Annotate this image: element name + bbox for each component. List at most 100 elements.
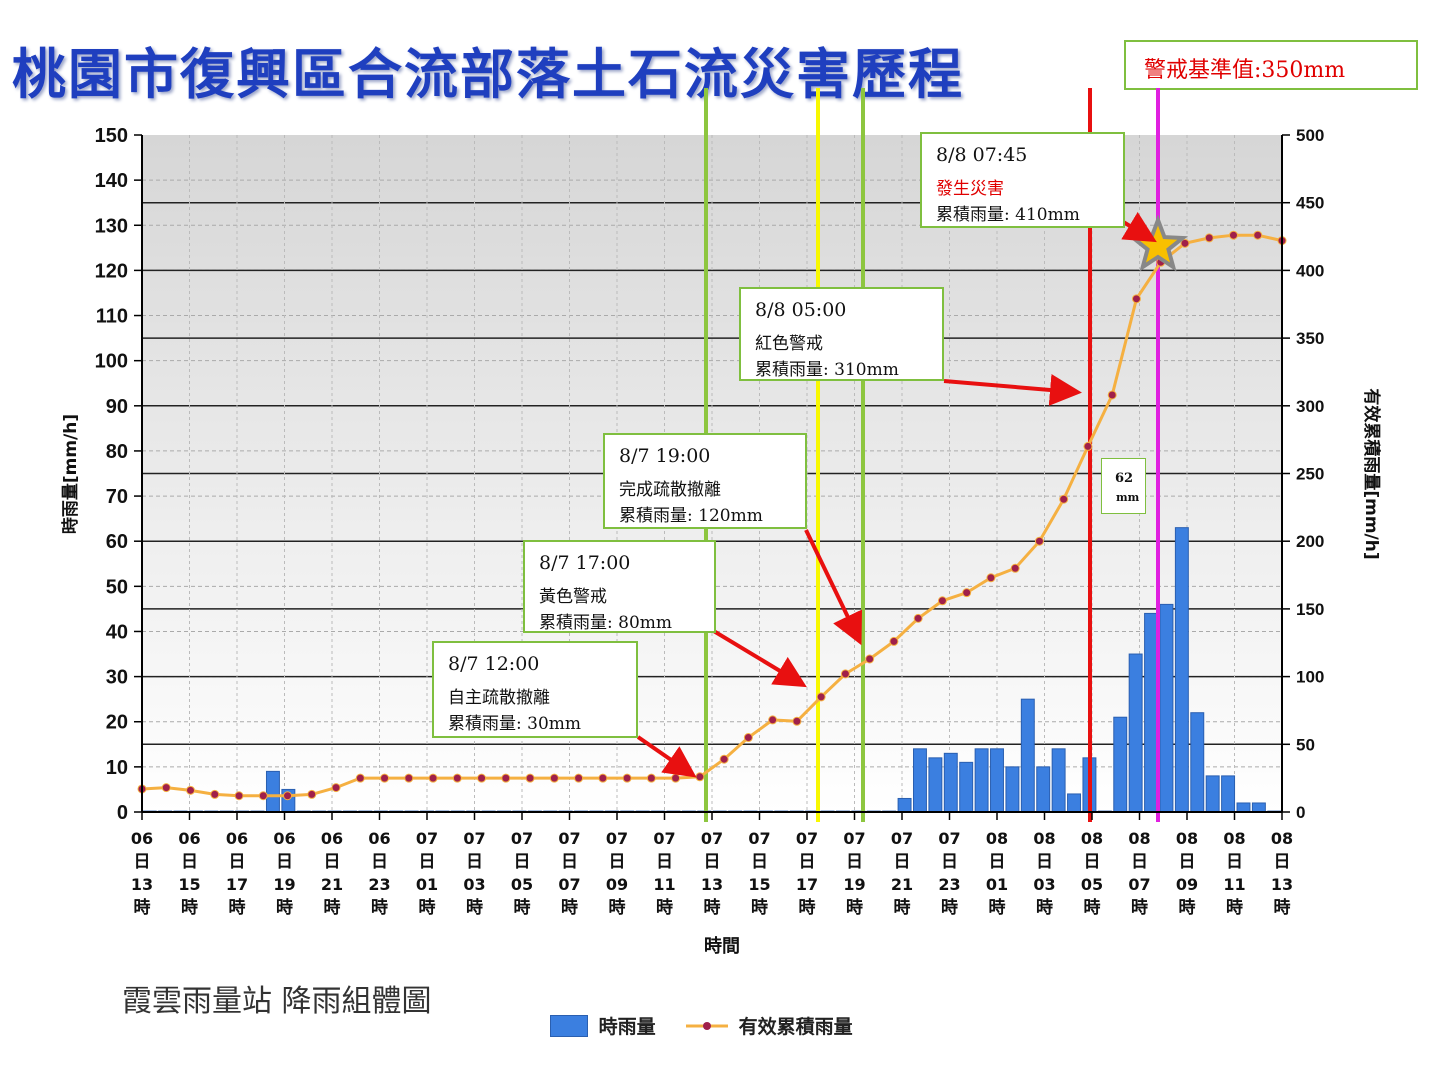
callout-event: 完成疏散撤離 [619, 480, 721, 500]
x-tick-label: 日 [371, 852, 388, 872]
cumulative-rain-point [743, 733, 753, 743]
cumulative-rain-point [1010, 563, 1020, 573]
callout-arrow [804, 529, 863, 646]
cumulative-rain-point [380, 773, 390, 783]
legend-cumulative: 有效累積雨量 [686, 1012, 853, 1039]
legend-hourly: 時雨量 [550, 1012, 656, 1039]
x-tick-label: 07 [653, 829, 675, 848]
cumulative-rain-point [477, 773, 487, 783]
cumulative-rain-point [428, 773, 438, 783]
callout-red-alert: 8/8 05:00 紅色警戒 累積雨量: 310mm [739, 287, 944, 381]
x-tick-label: 時 [514, 897, 531, 918]
x-tick-label: 08 [986, 829, 1008, 848]
warning-threshold-label: 警戒基準值:350mm [1144, 58, 1346, 83]
cumulative-rain-point [1253, 230, 1263, 240]
cumulative-rain-point [1083, 441, 1093, 451]
left-tick-label: 100 [95, 351, 128, 373]
legend-cumulative-label: 有效累積雨量 [738, 1016, 853, 1038]
x-tick-label: 06 [273, 829, 295, 848]
x-tick-label: 07 [558, 829, 580, 848]
left-tick-label: 120 [95, 260, 128, 282]
x-tick-label: 日 [514, 852, 531, 872]
cumulative-rain-point [234, 791, 244, 801]
x-tick-label: 日 [1084, 852, 1101, 872]
x-tick-label: 日 [1131, 852, 1148, 872]
x-tick-label: 時 [229, 897, 246, 918]
x-tick-label: 08 [1081, 829, 1103, 848]
hourly-rain-bar [1190, 712, 1205, 813]
x-tick-label: 日 [799, 852, 816, 872]
left-tick-label: 130 [95, 215, 128, 237]
callout-arrow [943, 374, 1082, 406]
x-tick-label: 時 [181, 897, 198, 918]
x-tick-label: 17 [226, 875, 248, 894]
x-tick-label: 06 [226, 829, 248, 848]
left-tick-label: 0 [117, 802, 128, 824]
left-tick-label: 60 [106, 531, 128, 553]
x-tick-label: 06 [321, 829, 343, 848]
x-tick-label: 07 [891, 829, 913, 848]
right-tick-label: 350 [1296, 329, 1324, 348]
cumulative-rain-point [865, 654, 875, 664]
x-tick-label: 日 [751, 852, 768, 872]
legend-bar-swatch [550, 1014, 588, 1037]
cumulative-rain-point [452, 773, 462, 783]
peak-label-box: 62 mm [1101, 458, 1146, 514]
x-tick-label: 07 [1128, 875, 1150, 894]
hourly-rain-bar [1251, 802, 1266, 813]
x-tick-label: 日 [134, 852, 151, 872]
x-tick-label: 15 [748, 875, 770, 894]
right-axis-title: 有效累積雨量[mm/h] [1361, 388, 1382, 559]
right-tick-label: 100 [1296, 668, 1324, 687]
left-tick-label: 20 [106, 712, 128, 734]
cumulative-rain-point [404, 773, 414, 783]
x-tick-label: 07 [606, 829, 628, 848]
callout-event: 紅色警戒 [755, 334, 823, 354]
hourly-rain-bar [1005, 766, 1020, 813]
x-tick-label: 日 [989, 852, 1006, 872]
callout-time: 8/7 17:00 [539, 552, 631, 574]
hourly-rain-bar [1020, 698, 1035, 813]
left-tick-label: 70 [106, 486, 128, 508]
hourly-rain-bar [897, 797, 912, 813]
x-tick-label: 09 [1176, 875, 1198, 894]
x-tick-label: 時 [799, 897, 816, 918]
x-tick-label: 01 [986, 875, 1008, 894]
x-tick-label: 08 [1271, 829, 1293, 848]
left-tick-label: 140 [95, 170, 128, 192]
x-tick-label: 08 [1176, 829, 1198, 848]
x-tick-label: 23 [938, 875, 960, 894]
left-tick-label: 110 [96, 306, 128, 328]
x-tick-label: 日 [561, 852, 578, 872]
x-tick-label: 21 [891, 875, 913, 894]
x-tick-label: 日 [229, 852, 246, 872]
callout-rain: 累積雨量: 80mm [539, 613, 673, 633]
station-caption: 霞雲雨量站 降雨組體圖 [122, 984, 432, 1019]
left-tick-label: 90 [106, 396, 128, 418]
legend-line-swatch [686, 1021, 728, 1030]
callout-time: 8/7 19:00 [619, 445, 711, 467]
hourly-rain-bar [990, 748, 1004, 813]
right-tick-label: 0 [1296, 803, 1305, 822]
x-tick-label: 07 [558, 875, 580, 894]
x-tick-label: 06 [368, 829, 390, 848]
cumulative-rain-point [210, 789, 220, 799]
x-tick-label: 時 [561, 897, 578, 918]
cumulative-rain-point [355, 773, 365, 783]
x-tick-label: 03 [463, 875, 485, 894]
x-tick-label: 19 [273, 875, 295, 894]
cumulative-rain-point [646, 773, 656, 783]
x-tick-label: 日 [419, 852, 436, 872]
hourly-rain-bar [1144, 612, 1159, 813]
x-tick-label: 日 [276, 852, 293, 872]
callout-rain: 累積雨量: 410mm [936, 205, 1080, 225]
x-tick-label: 08 [1223, 829, 1245, 848]
hourly-rain-bar [1159, 603, 1174, 813]
x-tick-label: 日 [1179, 852, 1196, 872]
callout-event: 黃色警戒 [539, 587, 607, 607]
x-tick-label: 時 [1036, 897, 1053, 918]
x-tick-label: 時 [941, 897, 958, 918]
cumulative-rain-point [307, 789, 317, 799]
x-tick-label: 日 [324, 852, 341, 872]
x-tick-label: 時 [894, 897, 911, 918]
